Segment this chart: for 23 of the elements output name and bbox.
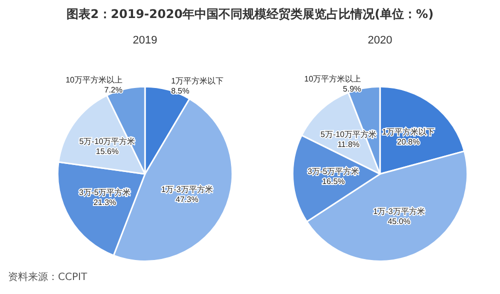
chart-subtitle: 2020 (368, 34, 392, 46)
data-label: 7.2% (104, 85, 122, 94)
data-label: 16.5% (322, 177, 345, 186)
data-label: 20.8% (397, 137, 420, 146)
data-label: 5.9% (342, 84, 362, 94)
data-label: 21.3% (93, 198, 116, 208)
slice-label: 1万-3万平方米 (373, 207, 425, 216)
chart-title: 图表2：2019-2020年中国不同规模经贸类展览占比情况(单位：%) (65, 6, 435, 23)
slice-label: 1万-3万平方米 (161, 184, 213, 194)
slice-label: 3万-5万平方米 (79, 188, 131, 198)
slice-label: 1万平方米以下 (171, 76, 224, 86)
slice-label: 10万平方米以上 (66, 75, 122, 84)
data-label: 45.0% (388, 217, 410, 226)
slice-label: 10万平方米以上 (304, 74, 362, 84)
data-label: 11.8% (337, 140, 360, 150)
slice-label: 3万-5万平方米 (308, 167, 360, 176)
data-label: 15.6% (96, 147, 119, 156)
text: 资料来源：CCPIT (8, 270, 88, 284)
data-label: 47.3% (176, 194, 198, 204)
data-label: 8.5% (171, 86, 190, 96)
chart-subtitle: 2019 (132, 34, 158, 46)
slice-label: 5万-10万平方米 (320, 130, 376, 140)
slice-label: 1万平方米以下 (382, 127, 435, 136)
